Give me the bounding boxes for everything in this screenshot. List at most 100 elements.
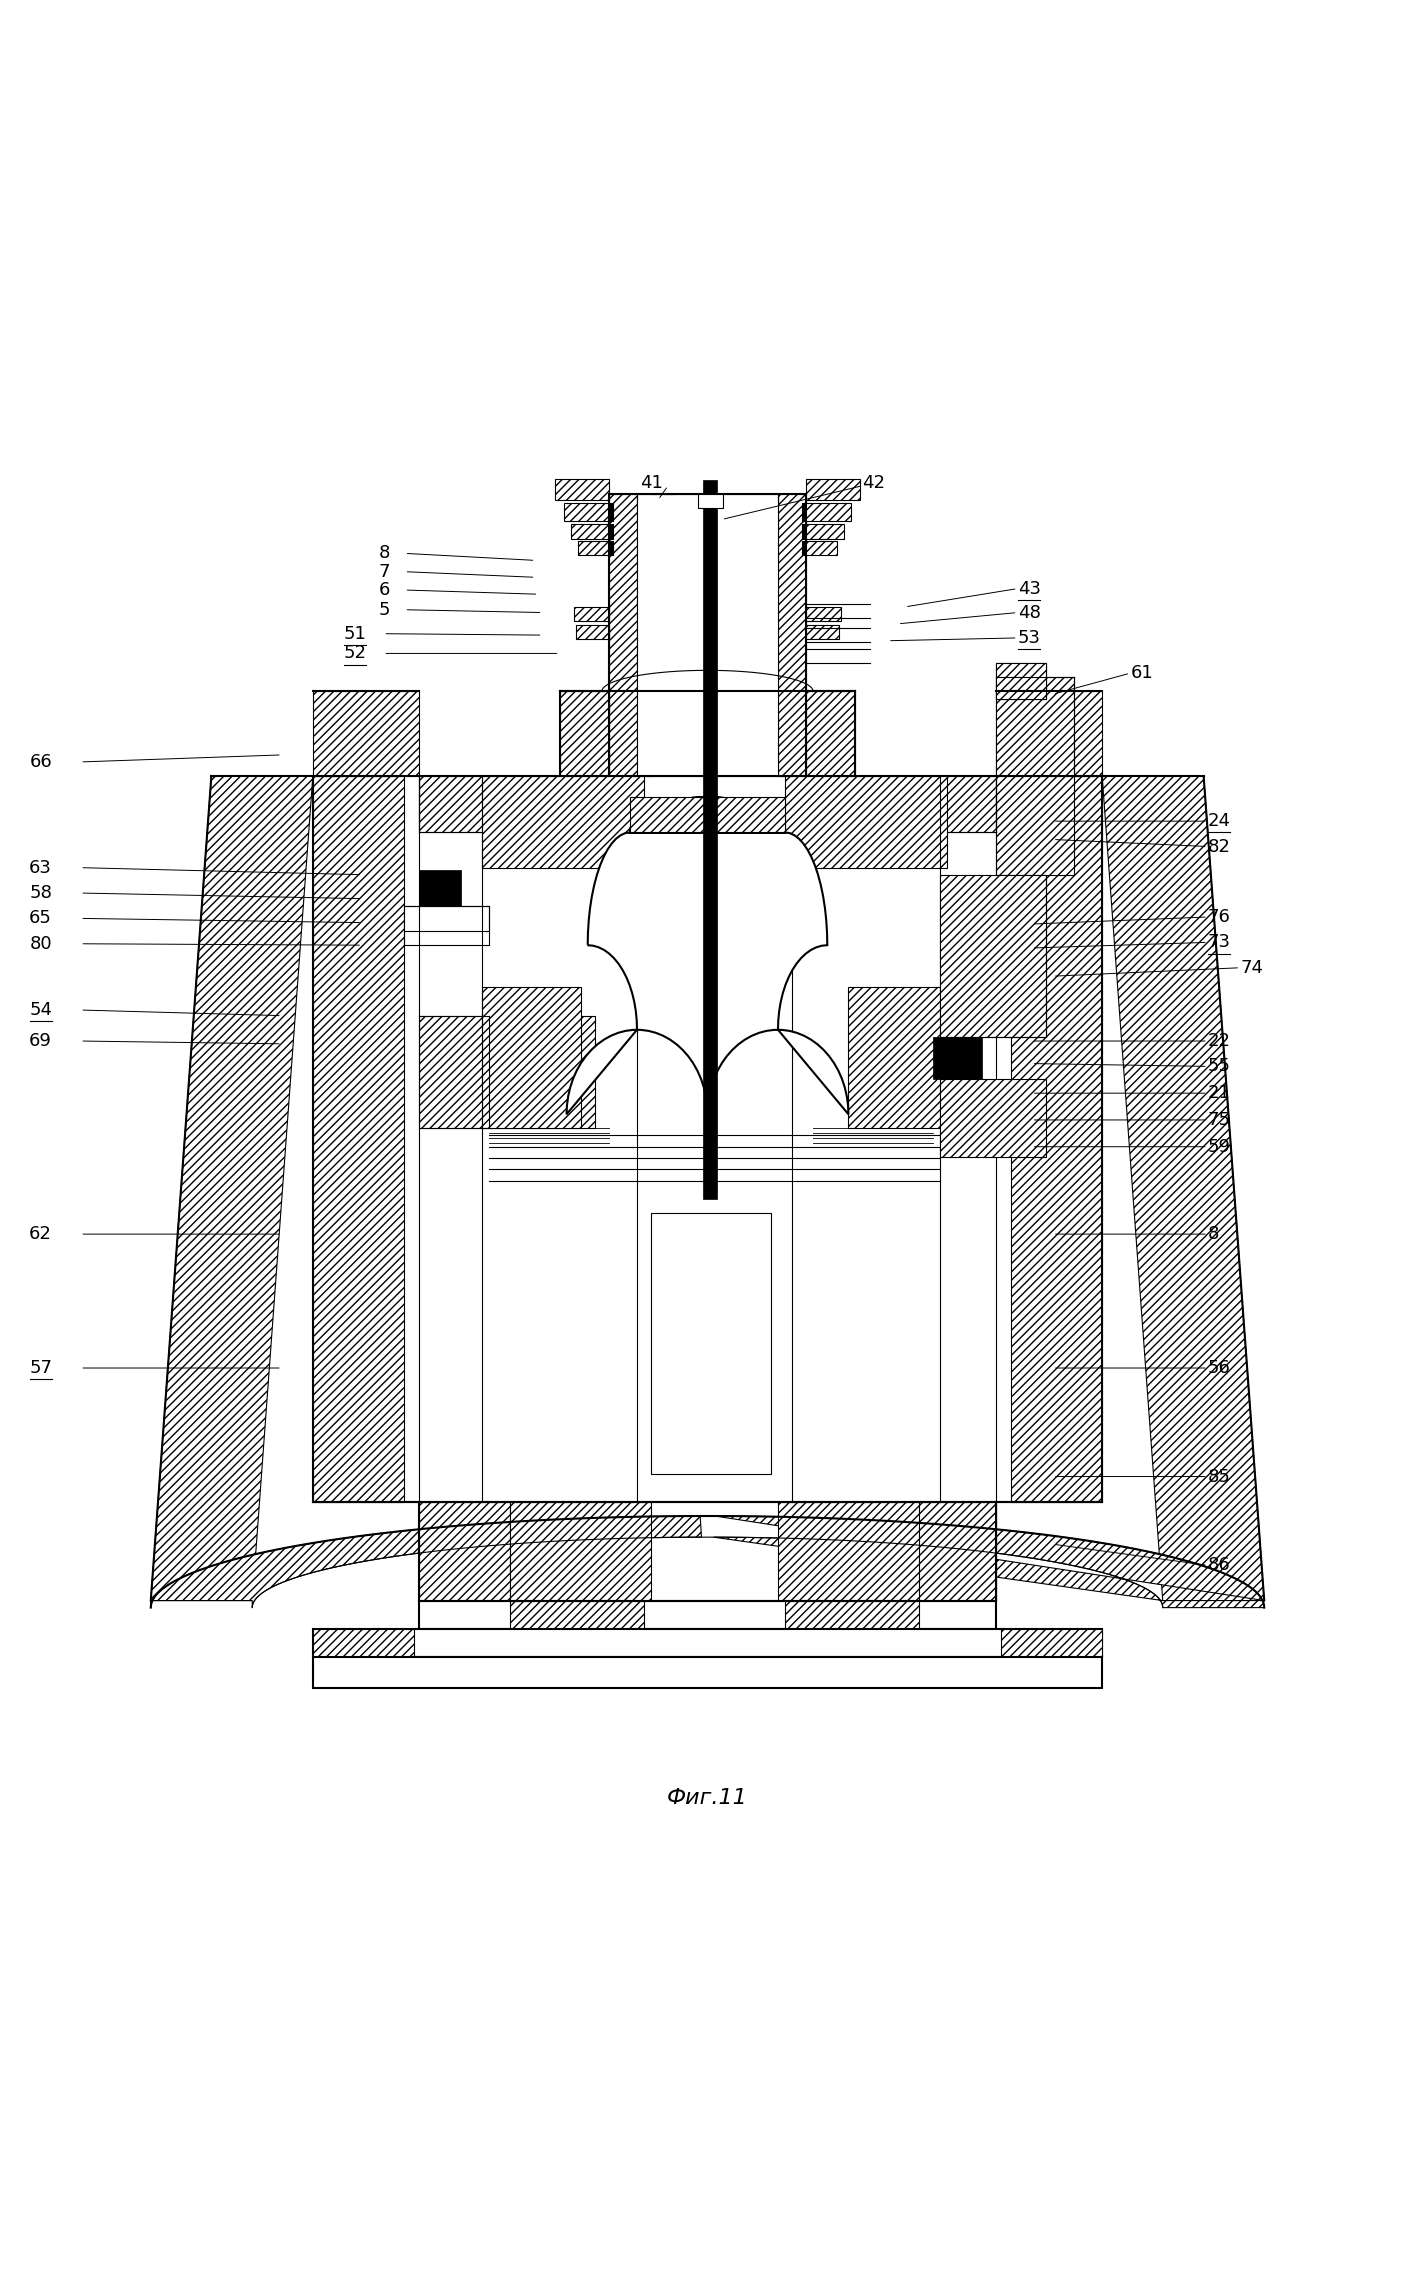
Text: 86: 86 — [1208, 1556, 1231, 1574]
Text: 54: 54 — [30, 1001, 52, 1019]
Bar — [802, 542, 807, 555]
Text: 73: 73 — [1208, 932, 1231, 951]
Bar — [419, 1600, 996, 1629]
Text: 82: 82 — [1208, 839, 1231, 855]
Bar — [996, 676, 1074, 777]
Bar — [807, 626, 839, 640]
Text: 7: 7 — [379, 562, 391, 580]
Bar — [651, 777, 778, 1501]
Bar — [570, 523, 613, 539]
Text: 80: 80 — [30, 935, 52, 953]
Bar — [483, 777, 644, 868]
Text: 61: 61 — [1131, 665, 1153, 683]
Bar — [996, 663, 1046, 699]
Text: 55: 55 — [1208, 1058, 1231, 1076]
Text: 74: 74 — [1241, 960, 1264, 976]
Bar — [807, 608, 842, 622]
Text: 63: 63 — [30, 859, 52, 877]
Text: 53: 53 — [1017, 628, 1040, 647]
Bar — [313, 1629, 415, 1657]
Bar — [802, 542, 838, 555]
Bar — [849, 987, 947, 1129]
Text: 41: 41 — [640, 473, 662, 491]
Text: 56: 56 — [1208, 1360, 1231, 1378]
Bar — [405, 905, 490, 930]
Text: 5: 5 — [379, 601, 391, 619]
Bar — [608, 494, 637, 777]
Text: 76: 76 — [1208, 907, 1231, 925]
Polygon shape — [566, 797, 849, 1115]
Text: 66: 66 — [30, 754, 52, 770]
Bar — [703, 480, 717, 1200]
Text: 24: 24 — [1208, 811, 1231, 829]
Bar — [904, 1501, 996, 1600]
Text: 6: 6 — [379, 580, 391, 599]
Bar — [807, 692, 856, 777]
Bar — [996, 663, 1046, 699]
Bar — [313, 777, 405, 1501]
Bar — [630, 797, 785, 832]
Bar — [313, 1629, 1102, 1657]
Bar — [313, 1657, 1102, 1689]
Text: 57: 57 — [30, 1360, 52, 1378]
Text: 65: 65 — [30, 909, 52, 928]
Bar — [802, 503, 852, 521]
Polygon shape — [151, 777, 313, 1600]
Text: 8: 8 — [379, 544, 391, 562]
Text: 21: 21 — [1208, 1083, 1231, 1101]
Bar — [940, 1079, 1046, 1156]
Bar — [637, 494, 778, 777]
Text: 22: 22 — [1208, 1033, 1231, 1051]
Bar — [807, 478, 860, 500]
Text: 8: 8 — [1208, 1225, 1220, 1243]
Bar — [932, 1037, 982, 1079]
Bar — [996, 692, 1102, 777]
Bar — [802, 523, 807, 539]
Bar — [419, 1501, 511, 1600]
Bar — [577, 542, 613, 555]
Bar — [555, 478, 608, 500]
Text: 85: 85 — [1208, 1467, 1231, 1485]
Text: 59: 59 — [1208, 1138, 1231, 1156]
Bar — [940, 875, 1046, 1037]
Text: 48: 48 — [1017, 603, 1040, 622]
Bar — [419, 1501, 511, 1600]
Bar — [608, 503, 613, 521]
Bar — [573, 608, 608, 622]
Bar — [419, 871, 461, 905]
Bar — [996, 777, 1074, 875]
Bar — [785, 777, 947, 868]
Text: 62: 62 — [30, 1225, 52, 1243]
Bar — [904, 1501, 996, 1600]
Bar — [802, 523, 845, 539]
Bar — [608, 542, 613, 555]
Bar — [511, 1600, 644, 1629]
Bar — [698, 494, 723, 507]
Bar — [651, 1213, 771, 1474]
Bar — [870, 777, 996, 832]
Polygon shape — [151, 1515, 702, 1609]
Bar — [419, 1015, 594, 1129]
Bar — [576, 626, 608, 640]
Text: 58: 58 — [30, 884, 52, 903]
Bar — [563, 503, 613, 521]
Bar — [778, 1501, 918, 1600]
Bar — [419, 777, 545, 832]
Bar — [1000, 1629, 1102, 1657]
Bar — [313, 692, 419, 777]
Bar — [785, 1600, 918, 1629]
Text: Фиг.11: Фиг.11 — [666, 1787, 749, 1807]
Polygon shape — [1102, 777, 1264, 1600]
Text: 42: 42 — [863, 473, 886, 491]
Text: 69: 69 — [30, 1033, 52, 1051]
Text: 52: 52 — [344, 644, 366, 663]
Text: 43: 43 — [1017, 580, 1040, 599]
Bar — [802, 503, 807, 521]
Bar — [608, 523, 613, 539]
Bar — [511, 1501, 651, 1600]
Bar — [1010, 777, 1102, 1501]
Polygon shape — [713, 1515, 1264, 1609]
Bar — [559, 692, 608, 777]
Text: 51: 51 — [344, 624, 366, 642]
Bar — [778, 494, 807, 777]
